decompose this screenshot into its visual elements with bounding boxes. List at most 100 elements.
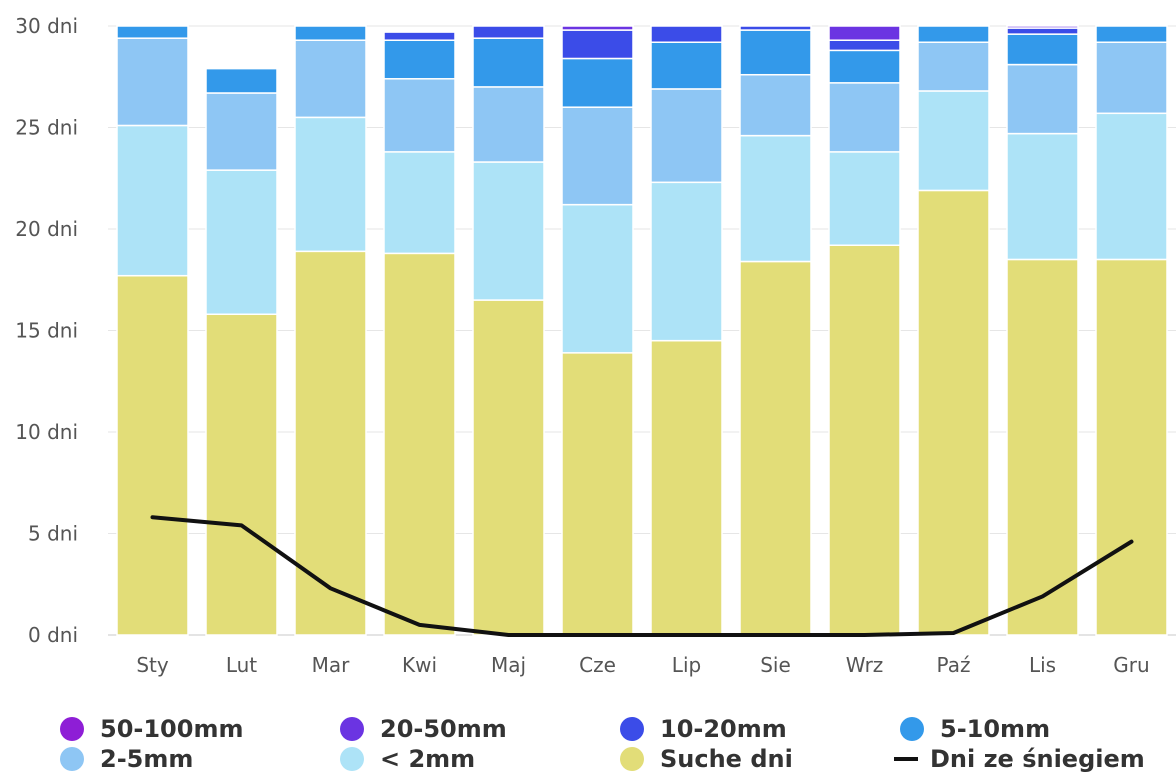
legend-label: Suche dni (660, 745, 793, 773)
bar-segment (739, 73, 812, 137)
bar-segment (205, 92, 278, 171)
x-tick-label: Cze (579, 653, 616, 677)
bar-segment (116, 274, 189, 636)
line-layer (150, 515, 1134, 637)
bar-segment (739, 25, 812, 31)
bar-segment (116, 25, 189, 39)
bar-segment (828, 244, 901, 636)
legend-marker-icon (620, 717, 644, 741)
x-tick-label: Gru (1113, 653, 1149, 677)
x-tick-label: Wrz (846, 653, 884, 677)
bar-segment (116, 124, 189, 277)
bar-segment (561, 57, 634, 108)
bar-segment (383, 151, 456, 255)
bar-segment (1006, 27, 1079, 35)
axis-layer: 0 dni 5 dni 10 dni 15 dni 20 dni 25 dni 30 dni… (15, 14, 1149, 677)
bar-segment (828, 49, 901, 84)
legend-item-10-20mm[interactable]: 10-20mm (620, 715, 900, 743)
legend-marker-icon (60, 747, 84, 771)
x-tick-label: Sty (136, 653, 169, 677)
bar-segment (1006, 132, 1079, 261)
legend: 50-100mm 20-50mm 10-20mm 5-10mm 2-5mm < … (60, 715, 1170, 773)
bar-segment (383, 31, 456, 41)
legend-item-2-5mm[interactable]: 2-5mm (60, 745, 340, 773)
bar-segment (205, 169, 278, 316)
y-tick-label: 30 dni (15, 14, 78, 38)
y-tick-label: 10 dni (15, 420, 78, 444)
bar-segment (1095, 258, 1168, 636)
legend-item-20-50mm[interactable]: 20-50mm (340, 715, 620, 743)
bar-segment (472, 86, 545, 163)
legend-marker-icon (900, 717, 924, 741)
legend-marker-icon (620, 747, 644, 771)
bar-segment (828, 151, 901, 246)
bars-layer (116, 25, 1168, 636)
legend-label: < 2mm (380, 745, 476, 773)
snow-days-line (150, 515, 1134, 637)
y-tick-label: 15 dni (15, 319, 78, 343)
bar-segment (294, 116, 367, 253)
legend-marker-icon (340, 747, 364, 771)
x-tick-label: Sie (760, 653, 791, 677)
bar-segment (739, 260, 812, 636)
bar-segment (1006, 25, 1079, 29)
legend-line-icon (894, 757, 918, 761)
chart-svg: 0 dni 5 dni 10 dni 15 dni 20 dni 25 dni 30 dni… (15, 14, 1176, 677)
legend-item-under-2mm[interactable]: < 2mm (340, 745, 620, 773)
legend-item-5-10mm[interactable]: 5-10mm (900, 715, 1170, 743)
legend-item-dni-ze-sniegiem[interactable]: Dni ze śniegiem (894, 745, 1170, 773)
bar-segment (383, 39, 456, 80)
x-tick-label: Lip (672, 653, 701, 677)
bar-segment (828, 25, 901, 41)
bar-segment (650, 88, 723, 184)
legend-label: 2-5mm (100, 745, 194, 773)
bar-segment (116, 37, 189, 127)
bar-segment (294, 39, 367, 119)
legend-marker-icon (60, 717, 84, 741)
x-tick-label: Paź (937, 653, 971, 677)
bar-segment (294, 250, 367, 636)
bar-segment (1095, 25, 1168, 43)
bar-segment (383, 78, 456, 153)
legend-item-suche-dni[interactable]: Suche dni (620, 745, 900, 773)
bar-segment (917, 41, 990, 92)
bar-segment (294, 25, 367, 41)
bar-segment (1006, 258, 1079, 636)
x-tick-label: Maj (491, 653, 526, 677)
bar-segment (383, 252, 456, 636)
bar-segment (917, 189, 990, 636)
legend-marker-icon (340, 717, 364, 741)
grid-layer (108, 25, 1176, 636)
x-tick-label: Mar (312, 653, 351, 677)
y-tick-label: 0 dni (28, 623, 78, 647)
bar-segment (1095, 112, 1168, 261)
y-tick-label: 20 dni (15, 217, 78, 241)
x-tick-label: Kwi (402, 653, 437, 677)
bar-segment (650, 25, 723, 43)
bar-segment (561, 25, 634, 31)
bar-segment (1095, 41, 1168, 115)
y-tick-label: 25 dni (15, 116, 78, 140)
bar-segment (472, 37, 545, 88)
legend-label: 50-100mm (100, 715, 244, 743)
x-tick-label: Lut (226, 653, 257, 677)
x-tick-label: Lis (1029, 653, 1056, 677)
bar-segment (828, 82, 901, 153)
bar-segment (739, 29, 812, 76)
bar-segment (561, 203, 634, 354)
legend-label: 5-10mm (940, 715, 1051, 743)
bar-segment (917, 25, 990, 43)
bar-segment (917, 90, 990, 192)
y-tick-label: 5 dni (28, 522, 78, 546)
legend-label: 20-50mm (380, 715, 507, 743)
legend-label: 10-20mm (660, 715, 787, 743)
legend-item-50-100mm[interactable]: 50-100mm (60, 715, 340, 743)
bar-segment (205, 67, 278, 94)
bar-segment (650, 339, 723, 636)
bar-segment (472, 25, 545, 39)
bar-segment (739, 134, 812, 263)
bar-segment (472, 161, 545, 301)
legend-label: Dni ze śniegiem (930, 745, 1145, 773)
bar-segment (650, 181, 723, 342)
